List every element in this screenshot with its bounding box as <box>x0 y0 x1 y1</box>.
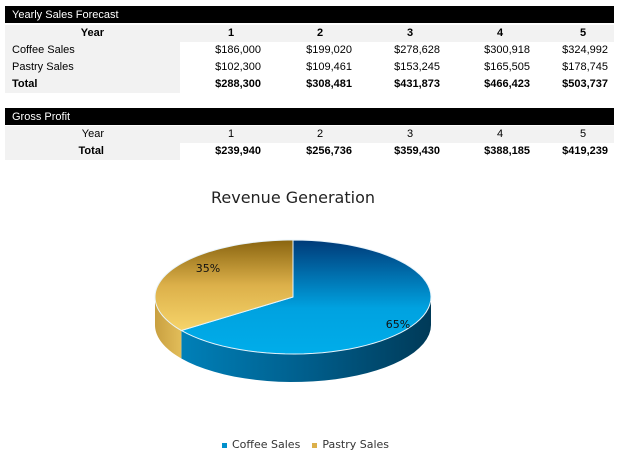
legend-label: Coffee Sales <box>232 438 301 451</box>
cell-value: $153,245 <box>394 61 440 73</box>
chart-legend: Coffee Sales Pastry Sales <box>222 438 389 451</box>
cell-value: $388,185 <box>484 145 530 157</box>
year-header: 1 <box>227 128 235 140</box>
year-header: 3 <box>406 27 414 39</box>
year-header: 4 <box>496 128 504 140</box>
table-row: Coffee Sales $186,000 $199,020 $278,628 $300… <box>5 42 614 59</box>
pie-slice-coffee <box>180 239 432 355</box>
year-header: 4 <box>496 27 504 39</box>
table-row: Pastry Sales $102,300 $109,461 $153,245 $165… <box>5 59 614 76</box>
profit-table-title: Gross Profit <box>5 108 614 125</box>
cell-value: $431,873 <box>394 78 440 90</box>
row-label: Total <box>5 143 180 160</box>
cell-value: $503,737 <box>562 78 608 90</box>
chart-title: Revenue Generation <box>210 188 376 207</box>
legend-item-coffee: Coffee Sales <box>222 438 300 451</box>
year-header: 5 <box>579 27 587 39</box>
pie-side-pastry <box>155 297 182 359</box>
cell-value: $186,000 <box>215 44 261 56</box>
cell-value: $288,300 <box>215 78 261 90</box>
data-label-pastry: 35% <box>196 262 220 275</box>
cell-value: $256,736 <box>306 145 352 157</box>
year-label: Year <box>5 126 180 143</box>
data-label-coffee: 65% <box>386 318 410 331</box>
row-label: Coffee Sales <box>5 42 180 59</box>
year-header: 2 <box>316 128 324 140</box>
cell-value: $102,300 <box>215 61 261 73</box>
cell-value: $308,481 <box>306 78 352 90</box>
sales-table-title: Yearly Sales Forecast <box>5 6 614 23</box>
year-header: 1 <box>227 27 235 39</box>
table-row: Total $239,940 $256,736 $359,430 $388,185 $41… <box>5 143 614 160</box>
pie-side-coffee <box>181 297 431 382</box>
cell-value: $324,992 <box>562 44 608 56</box>
year-header: 3 <box>406 128 414 140</box>
cell-value: $165,505 <box>484 61 530 73</box>
legend-swatch <box>222 442 227 448</box>
legend-label: Pastry Sales <box>322 438 390 451</box>
table-row: Total $288,300 $308,481 $431,873 $466,423 $50… <box>5 76 614 93</box>
row-label: Pastry Sales <box>5 59 180 76</box>
year-header: 5 <box>579 128 587 140</box>
sales-year-row: Year 1 2 3 4 5 <box>5 25 614 42</box>
cell-value: $278,628 <box>394 44 440 56</box>
row-label: Total <box>5 76 180 93</box>
cell-value: $239,940 <box>215 145 261 157</box>
cell-value: $300,918 <box>484 44 530 56</box>
cell-value: $109,461 <box>306 61 352 73</box>
cell-value: $419,239 <box>562 145 608 157</box>
legend-swatch <box>312 442 318 448</box>
cell-value: $359,430 <box>394 145 440 157</box>
profit-year-row: Year 1 2 3 4 5 <box>5 126 614 143</box>
cell-value: $466,423 <box>484 78 530 90</box>
pie-slice-pastry <box>154 239 294 332</box>
pie-chart: 65% 35% <box>154 239 432 382</box>
year-header: 2 <box>316 27 324 39</box>
year-label: Year <box>5 25 180 42</box>
cell-value: $178,745 <box>562 61 608 73</box>
cell-value: $199,020 <box>306 44 352 56</box>
legend-item-pastry: Pastry Sales <box>312 438 389 451</box>
